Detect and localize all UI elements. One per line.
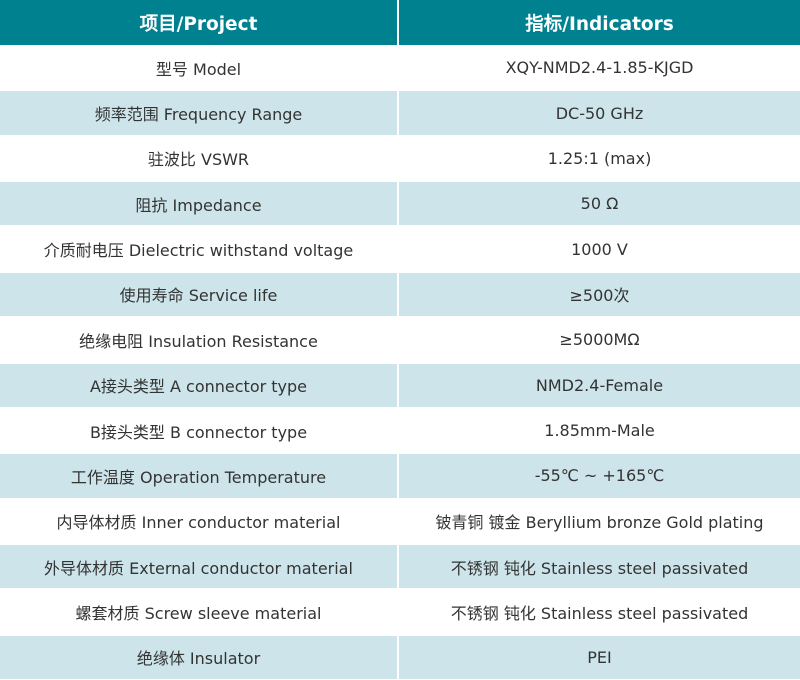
project-cell: 使用寿命 Service life	[0, 272, 399, 317]
project-cell: 频率范围 Frequency Range	[0, 91, 399, 135]
indicator-cell: 1000 V	[571, 239, 628, 259]
project-cell: 绝缘电阻 Insulation Resistance	[0, 317, 399, 363]
table-row: 介质耐电压 Dielectric withstand voltage 1000 V	[0, 226, 800, 272]
indicator-cell: NMD2.4-Female	[399, 363, 800, 407]
table-row: 使用寿命 Service life ≥500次	[0, 271, 800, 318]
table-row: 型号 Model XQY-NMD2.4-1.85-KJGD	[0, 45, 800, 91]
indicator-cell: DC-50 GHz	[399, 91, 800, 135]
table-row: 阻抗 Impedance 50 Ω	[0, 181, 800, 227]
header-project: 项目/Project	[0, 0, 399, 45]
indicator-cell: 不锈钢 钝化 Stainless steel passivated	[399, 544, 800, 589]
table-row: A接头类型 A connector type NMD2.4-Female	[0, 362, 800, 408]
indicator-cell: ≥5000MΩ	[559, 330, 640, 350]
project-cell: 绝缘体 Insulator	[0, 635, 399, 680]
table-body: 型号 Model XQY-NMD2.4-1.85-KJGD 频率范围 Frequen…	[0, 45, 800, 680]
table-row: 驻波比 VSWR 1.25:1 (max)	[0, 135, 800, 182]
indicator-cell: 1.85mm-Male	[544, 421, 655, 441]
project-cell: 工作温度 Operation Temperature	[0, 454, 399, 498]
indicator-cell: ≥500次	[399, 272, 800, 317]
header-indicators: 指标/Indicators	[399, 0, 800, 45]
indicator-cell: XQY-NMD2.4-1.85-KJGD	[505, 58, 694, 78]
project-cell: 内导体材质 Inner conductor material	[0, 498, 399, 544]
indicator-cell: 50 Ω	[399, 182, 800, 226]
project-cell: 螺套材质 Screw sleeve material	[0, 589, 399, 635]
project-cell: 外导体材质 External conductor material	[0, 544, 399, 589]
indicator-cell: PEI	[399, 635, 800, 680]
indicator-cell: -55℃ ~ +165℃	[399, 454, 800, 498]
table-header: 项目/Project 指标/Indicators	[0, 0, 800, 45]
project-cell: B接头类型 B connector type	[0, 407, 399, 454]
table-row: 绝缘体 Insulator PEI	[0, 634, 800, 680]
project-cell: A接头类型 A connector type	[0, 363, 399, 407]
project-cell: 阻抗 Impedance	[0, 182, 399, 226]
table-row: B接头类型 B connector type 1.85mm-Male	[0, 407, 800, 454]
indicator-cell: 1.25:1 (max)	[547, 148, 652, 168]
project-cell: 驻波比 VSWR	[0, 135, 399, 182]
table-row: 螺套材质 Screw sleeve material 不锈钢 钝化 Stainle…	[0, 589, 800, 635]
project-cell: 型号 Model	[0, 45, 399, 91]
table-row: 频率范围 Frequency Range DC-50 GHz	[0, 90, 800, 136]
indicator-cell: 不锈钢 钝化 Stainless steel passivated	[450, 603, 749, 623]
indicator-cell: 铍青铜 镀金 Beryllium bronze Gold plating	[435, 513, 764, 533]
table-row: 绝缘电阻 Insulation Resistance ≥5000MΩ	[0, 317, 800, 363]
table-row: 工作温度 Operation Temperature -55℃ ~ +165℃	[0, 453, 800, 499]
table-row: 内导体材质 Inner conductor material 铍青铜 镀金 Ber…	[0, 498, 800, 544]
project-cell: 介质耐电压 Dielectric withstand voltage	[0, 226, 399, 272]
table-row: 外导体材质 External conductor material 不锈钢 钝化 …	[0, 543, 800, 590]
